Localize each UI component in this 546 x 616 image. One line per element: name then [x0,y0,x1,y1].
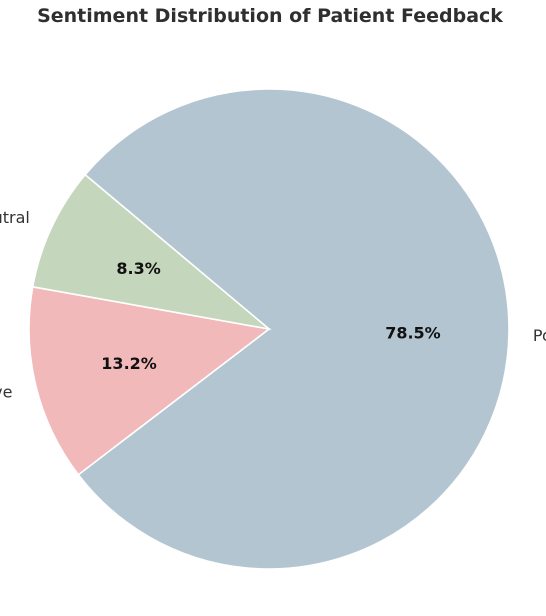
pie-slices [28,88,510,570]
category-label-negative: Negative [0,382,12,401]
pie-slice-neutral [31,173,272,331]
percent-label-positive: 78.5% [385,323,441,342]
percent-labels: 78.5% 13.2% 8.3% [101,259,440,373]
percent-label-neutral: 8.3% [116,259,160,278]
category-label-positive: Positive [533,326,546,345]
category-label-neutral: Neutral [0,208,30,227]
pie-slice-positive [77,88,510,570]
percent-label-negative: 13.2% [101,354,157,373]
pie-slice-negative [28,285,271,476]
chart-title: Sentiment Distribution of Patient Feedba… [37,5,503,27]
category-labels: Positive Negative Neutral [0,208,546,401]
